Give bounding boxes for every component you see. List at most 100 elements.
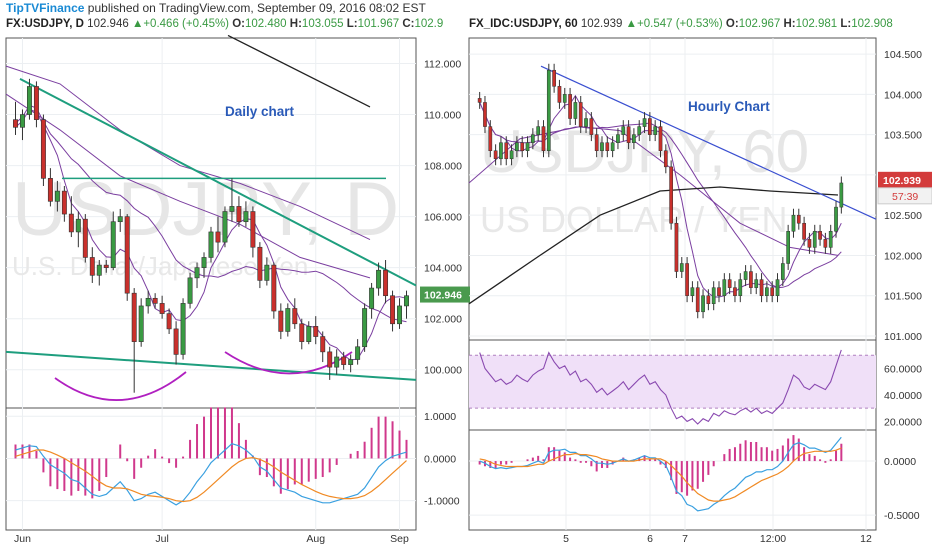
macd-line	[15, 443, 407, 506]
candle-body	[145, 297, 151, 307]
candle-body	[82, 218, 88, 258]
y-tick-label: 40.0000	[884, 390, 922, 402]
y-tick-label: 1.0000	[424, 411, 456, 423]
candle-body	[780, 263, 785, 280]
candle-body	[807, 239, 812, 248]
candle-body	[616, 134, 620, 143]
watermark-symbol: USDJPY, D	[12, 167, 399, 252]
candle-body	[194, 267, 200, 279]
candle-body	[320, 336, 326, 353]
candle-body	[648, 118, 652, 135]
candle-body	[632, 134, 636, 143]
candle-body	[117, 216, 123, 223]
y-tick-label: 102.000	[424, 314, 462, 326]
ma-100-line	[468, 126, 839, 256]
candle-body	[663, 150, 668, 168]
candle-body	[594, 134, 599, 151]
ma-200-line	[227, 34, 371, 108]
candle-body	[552, 69, 556, 87]
right-open-value: 102.967	[738, 18, 781, 30]
right-low-value: 102.908	[851, 18, 893, 30]
candle-body	[61, 190, 67, 215]
candle-body	[536, 126, 541, 135]
candle-body	[722, 279, 727, 296]
candle-body	[68, 213, 74, 233]
x-tick-label: 12	[860, 533, 872, 545]
candle-body	[584, 118, 588, 127]
candle-body	[229, 206, 235, 212]
ma-slow-line	[15, 104, 407, 323]
y-tick-label: 103.500	[884, 130, 922, 142]
candle-body	[271, 264, 277, 312]
candle-body	[390, 295, 396, 325]
left-last-price: 102.946	[87, 18, 129, 30]
candle-body	[727, 279, 732, 288]
last-price-label: 102.946	[424, 290, 462, 302]
candle-body	[653, 126, 658, 135]
candle-body	[578, 102, 583, 127]
right-high-label: H:	[783, 18, 796, 30]
y-tick-label: 101.000	[884, 331, 922, 343]
candle-body	[796, 214, 801, 224]
left-symbol[interactable]: FX:USDJPY, D	[6, 18, 84, 30]
candle-body	[208, 231, 214, 258]
candle-body	[812, 231, 817, 248]
y-tick-label: 20.0000	[884, 416, 922, 428]
candle-body	[250, 211, 256, 248]
candle-body	[749, 271, 753, 288]
left-panel-frame	[5, 37, 417, 531]
candle-body	[257, 246, 263, 281]
ma-fast-line	[15, 108, 407, 361]
candle-body	[222, 211, 228, 243]
rsi-line	[479, 349, 842, 425]
left-high-value: 103.055	[301, 18, 344, 30]
left-high-label: H:	[289, 18, 302, 30]
signal-line	[479, 447, 842, 502]
candle-body	[706, 295, 711, 305]
candle-body	[477, 98, 482, 103]
right-chart-title: Hourly Chart	[688, 99, 770, 114]
candle-body	[166, 313, 172, 330]
y-tick-label: 108.000	[424, 161, 462, 173]
y-tick-label: 102.500	[884, 210, 922, 222]
x-tick-label: Jun	[14, 533, 31, 545]
candle-body	[743, 271, 748, 280]
candle-body	[215, 231, 221, 243]
left-chart-title: Daily chart	[225, 104, 295, 119]
candle-body	[369, 287, 375, 309]
candle-body	[605, 142, 610, 151]
candle-body	[531, 134, 535, 143]
candle-body	[515, 142, 519, 151]
candle-body	[493, 150, 498, 160]
rsi-band	[469, 355, 876, 409]
publish-header: TipTVFinance published on TradingView.co…	[6, 1, 426, 15]
right-symbol-header: FX_IDC:USDJPY, 60 102.939 ▲+0.547 (+0.53…	[469, 18, 893, 34]
publish-info: published on TradingView.com, September …	[84, 1, 426, 15]
candle-body	[173, 328, 179, 355]
author-link[interactable]: TipTVFinance	[6, 1, 85, 15]
candle-body	[334, 356, 340, 368]
ma-50-line	[5, 93, 371, 279]
right-symbol[interactable]: FX_IDC:USDJPY, 60	[469, 18, 578, 30]
right-high-value: 102.981	[795, 18, 838, 30]
candle-body	[504, 142, 509, 160]
candle-body	[621, 126, 626, 135]
last-price-label: 102.939	[883, 175, 921, 187]
candle-body	[775, 279, 780, 296]
candle-body	[75, 218, 81, 233]
x-tick-label: 6	[647, 533, 653, 545]
right-low-label: L:	[840, 18, 852, 30]
left-low-value: 101.967	[357, 18, 400, 30]
y-tick-label: 100.000	[424, 365, 462, 377]
candle-body	[557, 86, 562, 103]
candle-body	[278, 310, 284, 332]
candle-body	[236, 206, 242, 223]
candle-body	[690, 287, 695, 296]
candle-body	[765, 287, 769, 296]
y-tick-label: 0.0000	[424, 453, 456, 465]
candle-body	[383, 269, 389, 297]
y-tick-label: 101.500	[884, 291, 922, 303]
countdown-label: 57:39	[892, 191, 918, 203]
x-tick-label: Sep	[390, 533, 409, 545]
